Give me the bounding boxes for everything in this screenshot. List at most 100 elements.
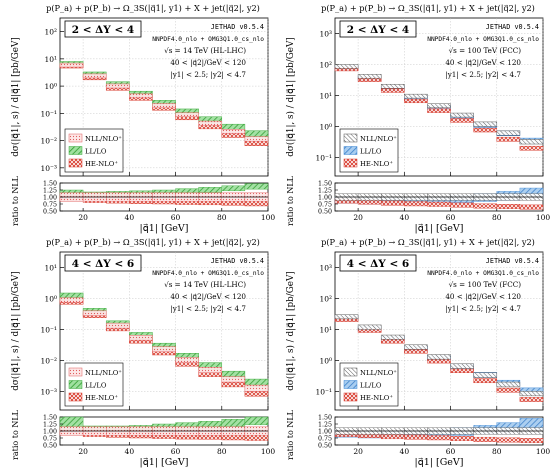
- band-bin-0: [221, 376, 246, 383]
- y-tick-label: 10¹: [44, 263, 57, 272]
- delta-y-box: [339, 20, 417, 38]
- ratio-band-bin-2: [519, 204, 544, 210]
- delta-y-label: 4 < ΔY < 6: [72, 258, 134, 270]
- delta-y-label: 2 < ΔY < 4: [72, 24, 134, 36]
- chart-title: p(P_a) + p(P_b) → Ω_3S(|q⃗1|, y1) + X + …: [46, 3, 260, 13]
- delta-y-box: [64, 20, 142, 38]
- energy-label: √s = 14 TeV (HL-LHC): [164, 46, 246, 55]
- band-bin-0: [175, 112, 199, 117]
- band-bin-0: [59, 62, 84, 68]
- legend-entry: NLL/NLO⁺: [85, 135, 122, 143]
- y-tick-label: 10⁰: [319, 122, 332, 131]
- y-tick-label: 10¹: [44, 55, 57, 64]
- ratio-y-tick-label: 1.50: [43, 414, 57, 421]
- x-tick-label: 20: [353, 447, 363, 456]
- cut-y-label: |y1| < 2.5; |y2| < 4.7: [170, 304, 246, 313]
- pdf-label: NNPDF4.0_nlo + OMG3Q1.0_cs_nlo: [427, 36, 539, 43]
- panel-1: p(P_a) + p(P_b) → Ω_3S(|q⃗1|, y1) + X + …: [10, 3, 275, 234]
- legend-entry: HE-NLO⁺: [85, 394, 118, 402]
- x-tick-label: 20: [78, 447, 88, 456]
- y-tick-label: 10²: [319, 60, 332, 69]
- y-tick-label: 10⁻¹: [315, 153, 332, 162]
- ratio-y-tick-label: 0.50: [318, 208, 332, 215]
- x-tick-label: 40: [125, 447, 135, 456]
- y-axis-label: dσ(|q⃗1|, s) / d|q⃗1| [pb/GeV]: [10, 37, 21, 156]
- panel-3: p(P_a) + p(P_b) → Ω_3S(|q⃗1|, y1) + X + …: [10, 237, 275, 468]
- ratio-y-axis-label: ratio to NLL: [11, 409, 20, 460]
- band-bin-0: [427, 103, 451, 109]
- band-bin-0: [450, 112, 474, 118]
- legend-swatch-2: [68, 392, 83, 402]
- band-bin-2: [244, 140, 269, 146]
- x-tick-label: 80: [217, 447, 227, 456]
- ratio-band-bin-2: [244, 200, 269, 207]
- ratio-band-bin-1: [244, 183, 269, 190]
- ratio-band-bin-2: [244, 434, 269, 441]
- band-bin-0: [59, 297, 84, 303]
- band-bin-2: [496, 387, 521, 393]
- legend-swatch-2: [68, 158, 83, 168]
- band-bin-0: [357, 324, 382, 330]
- cut-q-label: 40 < |q⃗2|/GeV < 120: [445, 292, 521, 301]
- band-bin-0: [105, 83, 130, 89]
- y-tick-label: 10⁻³: [40, 387, 57, 396]
- energy-label: √s = 100 TeV (FCC): [449, 46, 522, 55]
- delta-y-box: [339, 254, 417, 272]
- ratio-y-tick-label: 0.75: [43, 201, 57, 208]
- ratio-y-tick-label: 1.50: [318, 414, 332, 421]
- legend-swatch-0: [343, 367, 358, 377]
- ratio-band-bin-2: [450, 202, 474, 208]
- y-tick-label: 10⁰: [319, 356, 332, 365]
- band-bin-0: [496, 130, 521, 136]
- band-bin-0: [105, 322, 130, 329]
- generator-label: JETHAD v0.5.4: [211, 257, 264, 265]
- x-axis-label: |q⃗1| [GeV]: [140, 223, 189, 234]
- band-bin-0: [404, 344, 428, 350]
- band-bin-2: [427, 359, 451, 364]
- band-bin-2: [450, 118, 474, 123]
- ratio-band-bin-2: [404, 201, 428, 207]
- y-tick-label: 10³: [319, 29, 332, 38]
- pdf-label: NNPDF4.0_nlo + OMG3Q1.0_cs_nlo: [427, 270, 539, 277]
- legend-swatch-1: [343, 380, 358, 389]
- band-bin-0: [404, 93, 428, 99]
- cut-q-label: 40 < |q⃗2|/GeV < 120: [445, 58, 521, 67]
- y-tick-label: 10²: [319, 294, 332, 303]
- legend-swatch-0: [68, 133, 83, 143]
- ratio-y-tick-label: 0.75: [43, 435, 57, 442]
- pdf-label: NNPDF4.0_nlo + OMG3Q1.0_cs_nlo: [152, 36, 264, 43]
- x-tick-label: 20: [353, 213, 363, 222]
- legend-entry: LL/LO: [85, 148, 107, 156]
- legend-entry: NLL/NLO⁺: [360, 135, 397, 143]
- legend-entry: NLL/NLO⁺: [85, 369, 122, 377]
- ratio-band-bin-2: [473, 436, 497, 442]
- panel-4: p(P_a) + p(P_b) → Ω_3S(|q⃗1|, y1) + X + …: [285, 237, 550, 468]
- generator-label: JETHAD v0.5.4: [486, 23, 539, 31]
- x-tick-label: 40: [125, 213, 135, 222]
- ratio-band-bin-1: [244, 416, 269, 426]
- ratio-y-tick-label: 1.00: [318, 194, 332, 201]
- x-axis-label: |q⃗1| [GeV]: [415, 223, 464, 234]
- ratio-band-bin-2: [381, 434, 405, 440]
- y-axis-label: dσ(|q⃗1|, s) / d|q⃗1| [pb/GeV]: [285, 37, 296, 156]
- band-bin-0: [152, 103, 176, 109]
- y-tick-label: 10⁰: [44, 82, 57, 91]
- band-bin-0: [82, 310, 107, 316]
- legend-entry: NLL/NLO⁺: [360, 369, 397, 377]
- ratio-band-bin-2: [473, 203, 497, 209]
- legend-entry: HE-NLO⁺: [360, 394, 393, 402]
- ratio-y-tick-label: 1.25: [318, 187, 332, 194]
- x-tick-label: 80: [492, 213, 502, 222]
- y-tick-label: 10³: [319, 263, 332, 272]
- band-bin-2: [244, 391, 269, 397]
- delta-y-label: 4 < ΔY < 6: [347, 258, 409, 270]
- band-bin-2: [519, 397, 544, 402]
- band-bin-2: [404, 349, 428, 354]
- x-tick-label: 20: [78, 213, 88, 222]
- ratio-y-axis-label: ratio to NLL: [286, 409, 295, 460]
- ratio-y-tick-label: 1.25: [43, 187, 57, 194]
- y-axis-label: dσ(|q⃗1|, s) / d|q⃗1| [pb/GeV]: [285, 271, 296, 390]
- band-bin-0: [519, 391, 544, 397]
- band-bin-0: [152, 346, 176, 353]
